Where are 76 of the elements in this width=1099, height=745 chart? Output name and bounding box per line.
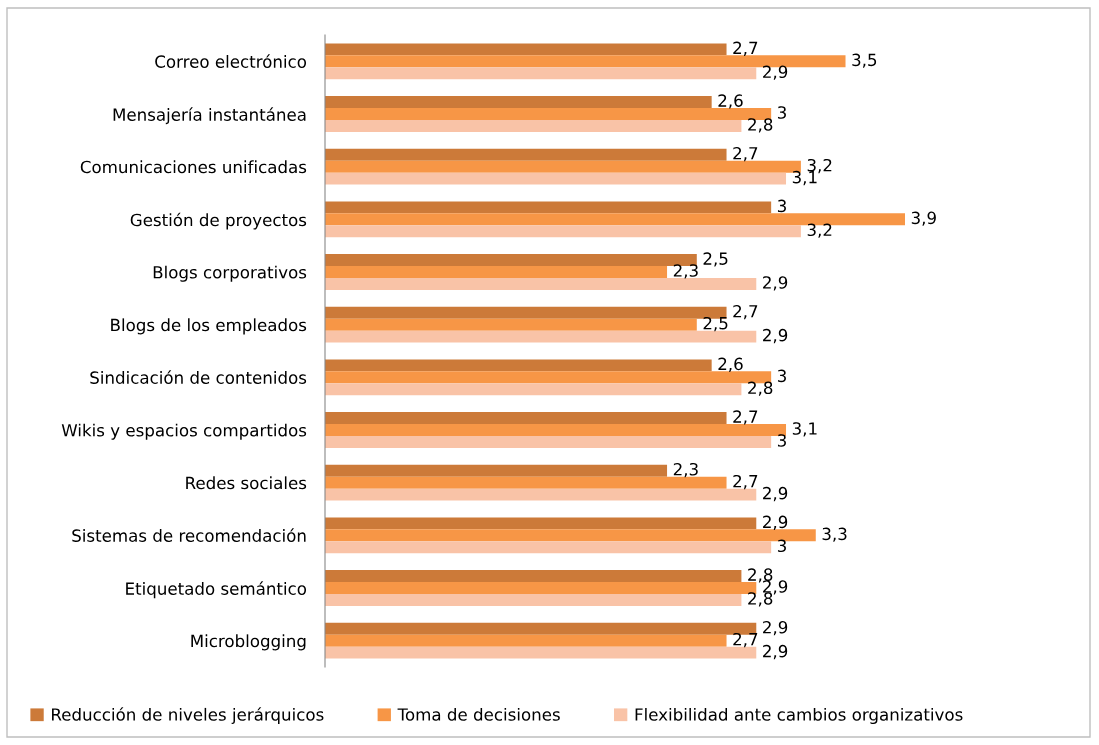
bar [325, 266, 668, 278]
y-tick-label: Redes sociales [186, 476, 307, 490]
bar [325, 119, 742, 132]
data-label: 3 [777, 539, 786, 553]
data-label: 3,9 [911, 211, 936, 226]
y-tick-label: Sindicación de contenidos [90, 370, 307, 384]
y-tick-label: Sistemas de recomendación [72, 528, 306, 542]
data-label: 2,5 [703, 252, 728, 267]
bar [325, 541, 772, 554]
bar [325, 277, 757, 290]
y-tick-label: Microblogging [191, 634, 306, 651]
data-label: 2,7 [733, 304, 758, 320]
data-label: 2,3 [673, 264, 698, 279]
data-label: 3 [777, 434, 786, 447]
data-label: 3,3 [822, 527, 847, 542]
data-label: 2,9 [763, 276, 788, 291]
data-label: 2,9 [763, 65, 788, 80]
bar [325, 148, 727, 161]
bar [325, 582, 757, 594]
bar [325, 424, 787, 436]
y-tick-label: Wikis y espacios compartidos [61, 423, 307, 440]
data-label: 2,8 [748, 381, 773, 396]
data-label: 2,9 [763, 486, 788, 502]
data-label: 2,9 [763, 328, 788, 344]
bar [325, 634, 727, 647]
data-label: 3,5 [852, 53, 877, 68]
bar [325, 108, 772, 120]
bar [325, 330, 757, 343]
bar [325, 201, 772, 214]
bar [325, 43, 727, 56]
y-tick-label: Blogs corporativos [153, 265, 307, 282]
data-label: 2,7 [733, 474, 758, 490]
bar [325, 318, 697, 331]
y-tick-label: Mensajería instantánea [113, 107, 306, 125]
bar [325, 306, 727, 319]
bar [325, 488, 757, 501]
data-label: 3,2 [807, 223, 832, 238]
bar [325, 96, 712, 109]
data-label: 2,9 [763, 620, 788, 636]
bar [325, 359, 712, 372]
legend-label: Flexibilidad ante cambios organizativos [635, 707, 963, 725]
y-tick-label: Blogs de los empleados [111, 318, 307, 335]
bar [325, 622, 757, 635]
data-label: 3 [777, 106, 786, 119]
bar [325, 464, 668, 477]
bar [325, 67, 757, 80]
data-label: 2,6 [718, 357, 743, 372]
bar [325, 383, 742, 396]
data-label: 2,7 [733, 410, 758, 425]
data-label: 2,7 [733, 632, 758, 648]
data-label: 3,1 [792, 422, 817, 437]
bar [325, 412, 727, 425]
data-label: 3 [777, 369, 786, 383]
bar [325, 517, 757, 530]
data-label: 2,6 [718, 94, 743, 109]
bar [325, 435, 772, 448]
data-label: 2,9 [763, 644, 788, 660]
y-tick-label: Correo electrónico [155, 54, 307, 68]
data-label: 2,7 [733, 146, 758, 162]
data-label: 2,8 [748, 118, 773, 133]
bar [325, 225, 801, 238]
bar [325, 476, 727, 489]
data-label: 3 [777, 199, 786, 213]
bar [325, 570, 742, 583]
data-label: 2,5 [703, 316, 728, 332]
legend-label: Reducción de niveles jerárquicos [52, 707, 324, 725]
data-label: 2,7 [733, 41, 758, 56]
legend-label: Toma de decisiones [397, 707, 560, 721]
data-label: 2,3 [673, 462, 698, 478]
data-label: 2,9 [763, 515, 788, 530]
y-tick-label: Etiquetado semántico [126, 581, 307, 599]
bar [325, 172, 787, 185]
bar [325, 646, 757, 659]
bar [325, 593, 742, 606]
y-tick-label: Comunicaciones unificadas [80, 160, 307, 174]
y-tick-label: Gestión de proyectos [130, 212, 307, 230]
